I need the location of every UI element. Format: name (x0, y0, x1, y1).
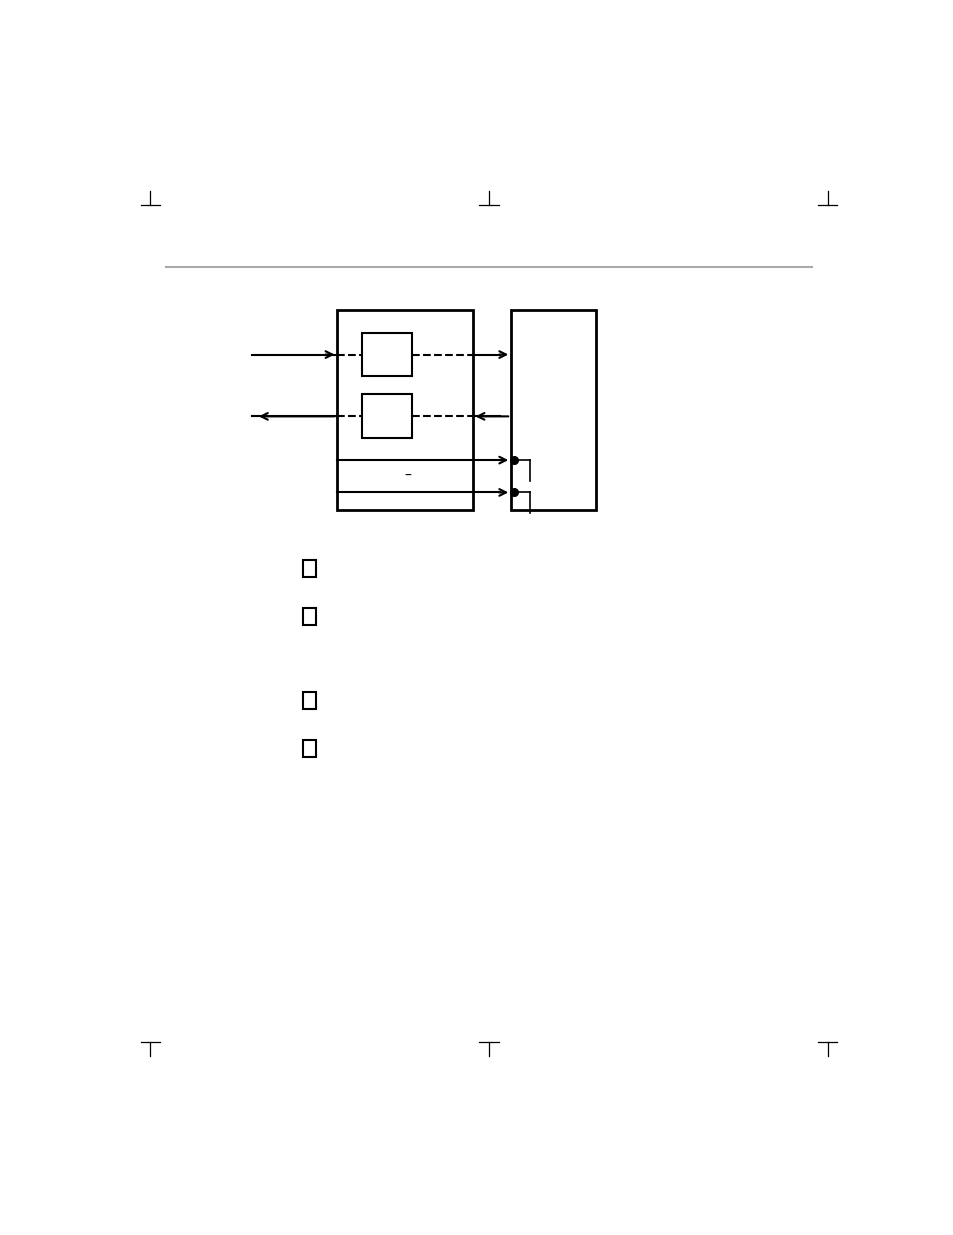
Bar (302, 608, 315, 625)
Bar (361, 394, 412, 438)
Bar (337, 310, 472, 510)
Text: –: – (404, 469, 411, 483)
Bar (511, 310, 596, 510)
Bar (302, 559, 315, 577)
Bar (361, 332, 412, 377)
Bar (302, 692, 315, 709)
Bar (302, 740, 315, 757)
